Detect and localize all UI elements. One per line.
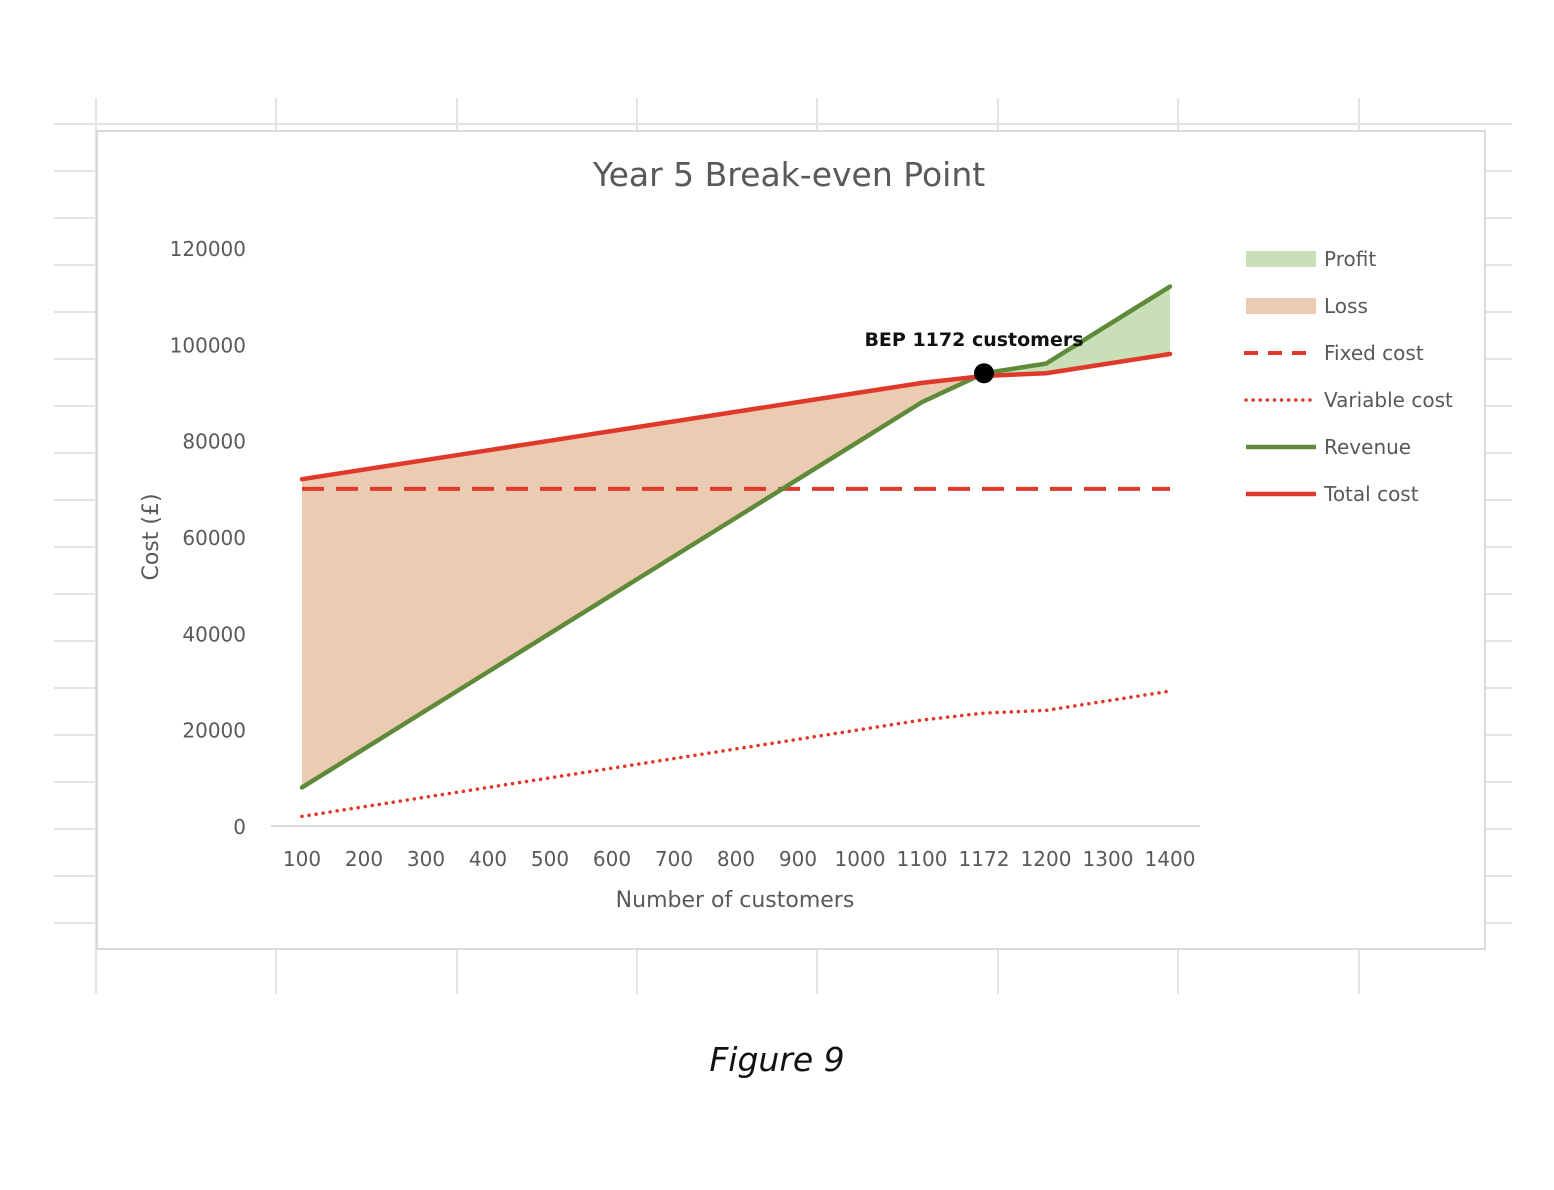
x-tick-label: 700	[655, 847, 693, 871]
loss-area	[302, 373, 984, 788]
legend-swatch-loss	[1246, 298, 1316, 314]
x-tick-label: 1300	[1083, 847, 1134, 871]
x-tick-label: 1200	[1021, 847, 1072, 871]
y-tick-label: 80000	[182, 430, 246, 454]
legend-swatch-profit	[1246, 251, 1316, 267]
x-tick-label: 100	[283, 847, 321, 871]
y-axis-label: Cost (£)	[139, 493, 164, 580]
x-tick-label: 1000	[835, 847, 886, 871]
x-axis-tick-labels: 100 200 300 400 500 600 700 800 900 1000 1100 1172 1…	[283, 847, 1196, 871]
x-tick-label: 900	[779, 847, 817, 871]
profit-area	[984, 286, 1170, 376]
y-tick-label: 40000	[182, 622, 246, 646]
figure-caption: Figure 9	[709, 1040, 845, 1079]
x-tick-label: 1100	[897, 847, 948, 871]
legend: Profit Loss Fixed cost Variable cost Revenue…	[1244, 247, 1453, 506]
break-even-marker	[974, 363, 994, 384]
x-tick-label: 1400	[1145, 847, 1196, 871]
y-tick-label: 0	[233, 815, 246, 839]
legend-label-fixed-cost: Fixed cost	[1324, 341, 1424, 365]
x-tick-label: 200	[345, 847, 383, 871]
x-axis-label: Number of customers	[616, 888, 855, 913]
y-tick-label: 100000	[170, 333, 246, 357]
x-tick-label: 600	[593, 847, 631, 871]
y-tick-label: 20000	[182, 719, 246, 743]
y-tick-label: 120000	[170, 237, 246, 261]
x-tick-label: 400	[469, 847, 507, 871]
legend-label-revenue: Revenue	[1324, 435, 1411, 459]
x-tick-label: 300	[407, 847, 445, 871]
x-tick-label: 1172	[959, 847, 1010, 871]
plot-lines	[299, 284, 1173, 819]
legend-label-loss: Loss	[1324, 294, 1368, 318]
plot-areas	[302, 286, 1170, 788]
variable-cost-line	[300, 689, 1172, 819]
legend-label-variable-cost: Variable cost	[1324, 388, 1453, 412]
y-axis-tick-labels: 0 20000 40000 60000 80000 100000 120000	[170, 237, 246, 839]
x-tick-label: 500	[531, 847, 569, 871]
break-even-label: BEP 1172 customers	[864, 329, 1083, 351]
y-tick-label: 60000	[182, 526, 246, 550]
legend-label-profit: Profit	[1324, 247, 1376, 271]
revenue-line	[299, 284, 1173, 790]
x-tick-label: 800	[717, 847, 755, 871]
legend-label-total-cost: Total cost	[1323, 482, 1419, 506]
annotation-layer: BEP 1172 customers	[864, 329, 1084, 384]
chart-title: Year 5 Break-even Point	[592, 155, 985, 194]
total-cost-line	[299, 351, 1173, 482]
